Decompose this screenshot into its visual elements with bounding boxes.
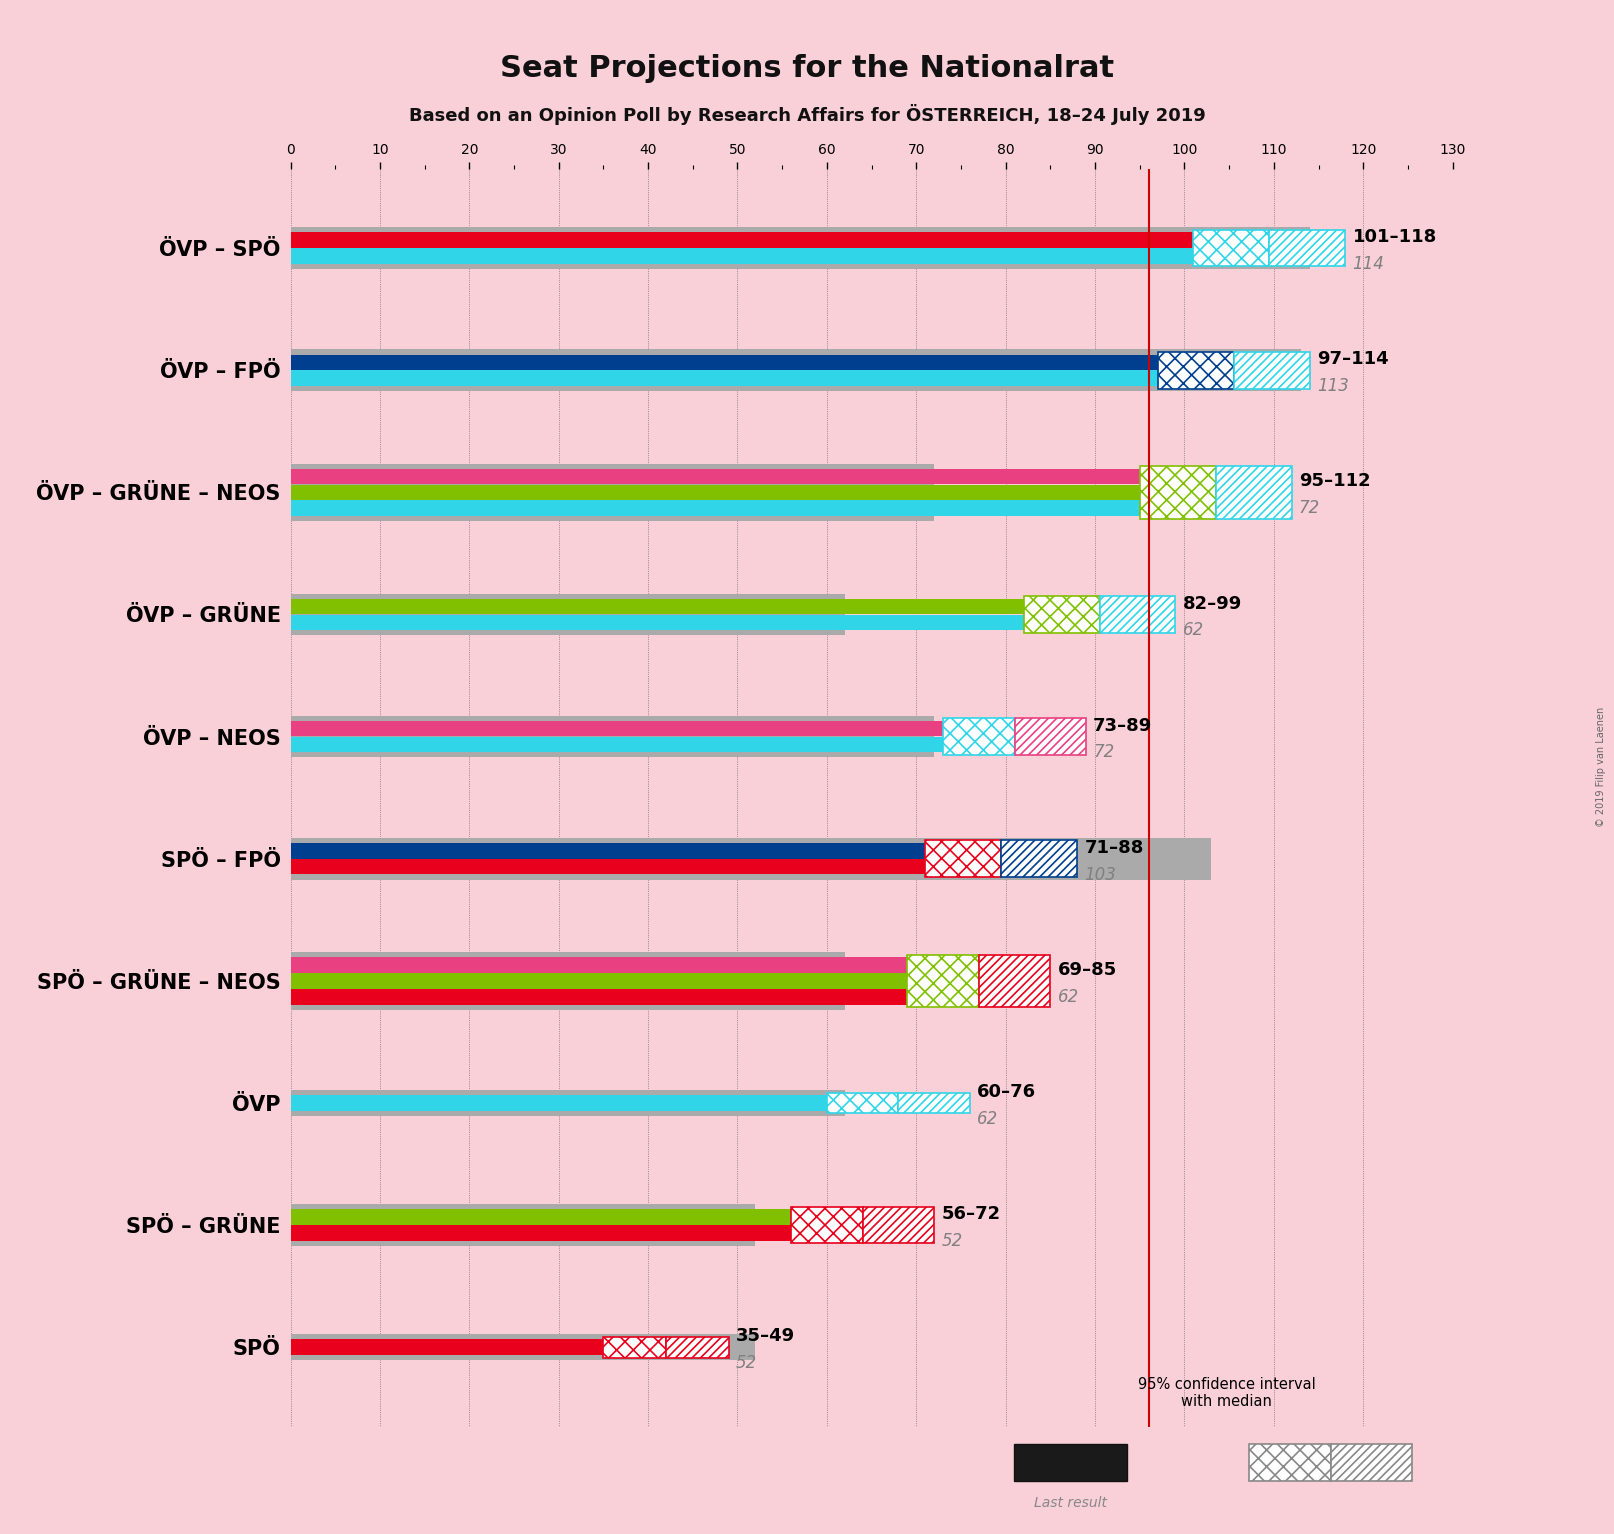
Text: 62: 62 [976, 1111, 999, 1127]
Bar [291, 859, 1077, 874]
Bar [291, 1204, 755, 1246]
Bar [291, 615, 1175, 630]
Bar [291, 350, 1301, 391]
Bar [291, 485, 1291, 500]
Bar [291, 953, 844, 1009]
Text: 52: 52 [941, 1232, 962, 1250]
Text: 82–99: 82–99 [1183, 595, 1241, 612]
Bar [1193, 230, 1269, 267]
Text: 62: 62 [1057, 988, 1078, 1006]
Bar [291, 469, 1291, 485]
Bar [1269, 230, 1346, 267]
Bar [1014, 1443, 1127, 1480]
Bar [291, 838, 1210, 879]
Bar [291, 1095, 970, 1111]
Text: Last result: Last result [1035, 1496, 1107, 1509]
Text: 103: 103 [1085, 865, 1117, 884]
Bar [925, 841, 1001, 877]
Bar [291, 233, 1346, 249]
Bar [291, 227, 1309, 268]
Text: 60–76: 60–76 [976, 1083, 1036, 1101]
Text: 73–89: 73–89 [1093, 716, 1152, 735]
Text: © 2019 Filip van Laenen: © 2019 Filip van Laenen [1596, 707, 1606, 827]
Bar [1157, 351, 1233, 388]
Bar [826, 1092, 899, 1114]
Bar [862, 1207, 935, 1244]
Text: 72: 72 [1299, 499, 1320, 517]
Text: 62: 62 [1183, 621, 1204, 640]
Bar [291, 973, 1051, 988]
Text: 97–114: 97–114 [1317, 350, 1388, 368]
Text: 72: 72 [1093, 744, 1115, 761]
Bar [1099, 597, 1175, 634]
Text: 71–88: 71–88 [1085, 839, 1144, 858]
Bar [1233, 351, 1309, 388]
Bar [907, 954, 978, 1008]
Text: 113: 113 [1317, 377, 1349, 396]
Bar [1023, 597, 1099, 634]
Bar [604, 1336, 667, 1358]
Text: Seat Projections for the Nationalrat: Seat Projections for the Nationalrat [500, 54, 1114, 83]
Text: 101–118: 101–118 [1353, 229, 1436, 245]
Bar [291, 721, 1086, 736]
Bar [1001, 841, 1077, 877]
Text: 95–112: 95–112 [1299, 472, 1370, 491]
Text: 114: 114 [1353, 255, 1385, 273]
Bar [291, 500, 1291, 515]
Text: 69–85: 69–85 [1057, 960, 1117, 979]
Bar [1015, 718, 1086, 755]
Text: Based on an Opinion Poll by Research Affairs for ÖSTERREICH, 18–24 July 2019: Based on an Opinion Poll by Research Aff… [408, 104, 1206, 126]
Bar [291, 1335, 755, 1361]
Bar [978, 954, 1051, 1008]
Bar [291, 989, 1051, 1005]
Bar [291, 1209, 935, 1226]
Bar [791, 1207, 862, 1244]
Bar [291, 249, 1346, 264]
Bar [291, 1226, 935, 1241]
Bar [291, 598, 1175, 614]
Bar [291, 736, 1086, 752]
Bar [291, 716, 935, 758]
Bar [291, 844, 1077, 859]
Bar [291, 463, 935, 522]
Bar [943, 718, 1015, 755]
Text: 52: 52 [736, 1355, 757, 1371]
Bar [1249, 1443, 1330, 1480]
Bar [291, 594, 844, 635]
Bar [667, 1336, 728, 1358]
Bar [291, 1339, 728, 1355]
Bar [291, 354, 1309, 370]
Bar [291, 370, 1309, 387]
Bar [1215, 466, 1291, 518]
Bar [899, 1092, 970, 1114]
Bar [1330, 1443, 1412, 1480]
Bar [1139, 466, 1215, 518]
Text: 35–49: 35–49 [736, 1327, 794, 1345]
Bar [291, 957, 1051, 973]
Text: 95% confidence interval
with median: 95% confidence interval with median [1138, 1376, 1315, 1410]
Bar [291, 1091, 844, 1115]
Text: 56–72: 56–72 [941, 1206, 1001, 1223]
